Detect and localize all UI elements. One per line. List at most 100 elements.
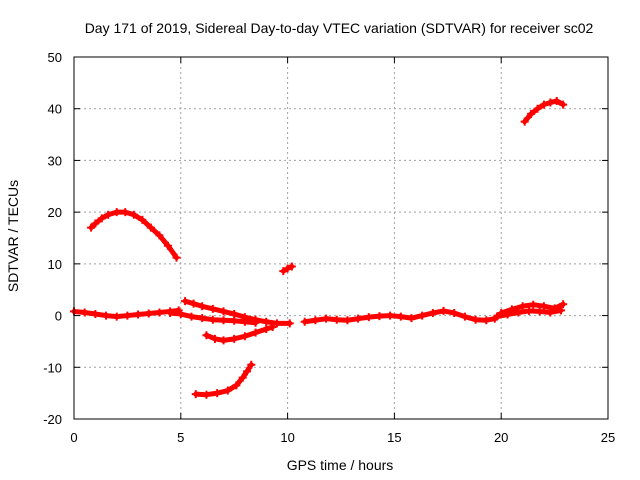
x-tick-label: 10: [280, 430, 294, 445]
data-point: [439, 306, 448, 315]
data-point: [539, 302, 548, 311]
x-tick-label: 5: [177, 430, 184, 445]
data-point: [428, 308, 437, 317]
data-point: [546, 98, 555, 107]
data-point: [210, 334, 219, 343]
data-point: [539, 100, 548, 109]
chart-title: Day 171 of 2019, Sidereal Day-to-day VTE…: [85, 20, 594, 36]
data-point: [230, 316, 239, 325]
data-point: [287, 262, 296, 271]
data-point: [155, 231, 164, 240]
data-point: [251, 318, 260, 327]
data-point: [503, 310, 512, 319]
data-point: [219, 316, 228, 325]
data-point: [219, 307, 228, 316]
data-point: [202, 390, 211, 399]
data-point: [529, 300, 538, 309]
data-point: [557, 306, 566, 315]
data-point: [213, 389, 222, 398]
data-point: [123, 311, 132, 320]
data-point: [198, 302, 207, 311]
data-point: [533, 104, 542, 113]
data-point: [91, 219, 100, 228]
data-point: [230, 334, 239, 343]
data-point: [102, 311, 111, 320]
data-point: [262, 317, 271, 326]
data-point: [418, 311, 427, 320]
data-point: [112, 312, 121, 321]
y-tick-label: 0: [55, 309, 62, 324]
data-point: [240, 332, 249, 341]
data-point: [552, 96, 561, 105]
data-point: [354, 314, 363, 323]
series-arc-near-zero-mid-2: [166, 308, 260, 327]
y-axis-ticks: -20 -10 0 10 20 30 40 50: [43, 50, 608, 427]
data-point: [181, 297, 190, 306]
data-point: [262, 325, 271, 334]
data-point: [191, 390, 200, 399]
series-arc-near-zero-long: [300, 306, 499, 326]
data-point: [559, 100, 568, 109]
y-tick-label: 40: [48, 102, 62, 117]
x-tick-label: 20: [494, 430, 508, 445]
data-point: [375, 312, 384, 321]
data-point: [144, 309, 153, 318]
data-point: [187, 312, 196, 321]
data-point: [492, 312, 501, 321]
data-point: [268, 322, 277, 331]
data-point: [219, 336, 228, 345]
data-point: [243, 367, 252, 376]
data-point: [518, 302, 527, 311]
data-point: [524, 306, 533, 315]
data-point: [535, 307, 544, 316]
x-axis-ticks: 0 5 10 15 20 25: [70, 57, 615, 445]
data-point: [104, 210, 113, 219]
data-point: [129, 210, 138, 219]
x-tick-label: 15: [387, 430, 401, 445]
series-arc-short-ten: [279, 262, 296, 276]
series-arc-near-zero-right: [497, 300, 568, 317]
y-tick-label: 50: [48, 50, 62, 65]
data-point: [208, 315, 217, 324]
data-point: [283, 264, 292, 273]
data-point: [163, 241, 172, 250]
data-point: [343, 316, 352, 325]
data-point: [520, 117, 529, 126]
data-point: [176, 310, 185, 319]
data-point: [322, 314, 331, 323]
data-point: [80, 308, 89, 317]
data-point: [166, 308, 175, 317]
data-point: [230, 310, 239, 319]
series-arc-high-right: [520, 96, 568, 126]
series-arc-negative-small: [202, 322, 277, 345]
data-point: [97, 214, 106, 223]
data-point: [471, 315, 480, 324]
plot-frame: [73, 56, 609, 420]
data-point: [189, 299, 198, 308]
y-tick-label: -10: [43, 360, 62, 375]
data-point: [546, 308, 555, 317]
y-tick-label: 10: [48, 257, 62, 272]
series-arc-negative-large: [191, 360, 256, 399]
y-axis-label: SDTVAR / TECUs: [5, 180, 21, 292]
data-point: [138, 215, 147, 224]
data-point: [450, 308, 459, 317]
data-point: [238, 373, 247, 382]
data-point: [240, 317, 249, 326]
data-point: [332, 315, 341, 324]
data-point: [202, 331, 211, 340]
data-point: [407, 314, 416, 323]
data-point: [311, 316, 320, 325]
data-point: [208, 304, 217, 313]
data-point: [134, 310, 143, 319]
data-marks: [70, 96, 568, 399]
data-point: [232, 381, 241, 390]
x-tick-label: 0: [70, 430, 77, 445]
data-point: [146, 223, 155, 232]
data-point: [87, 223, 96, 232]
data-point: [155, 308, 164, 317]
data-point: [514, 308, 523, 317]
data-point: [482, 316, 491, 325]
